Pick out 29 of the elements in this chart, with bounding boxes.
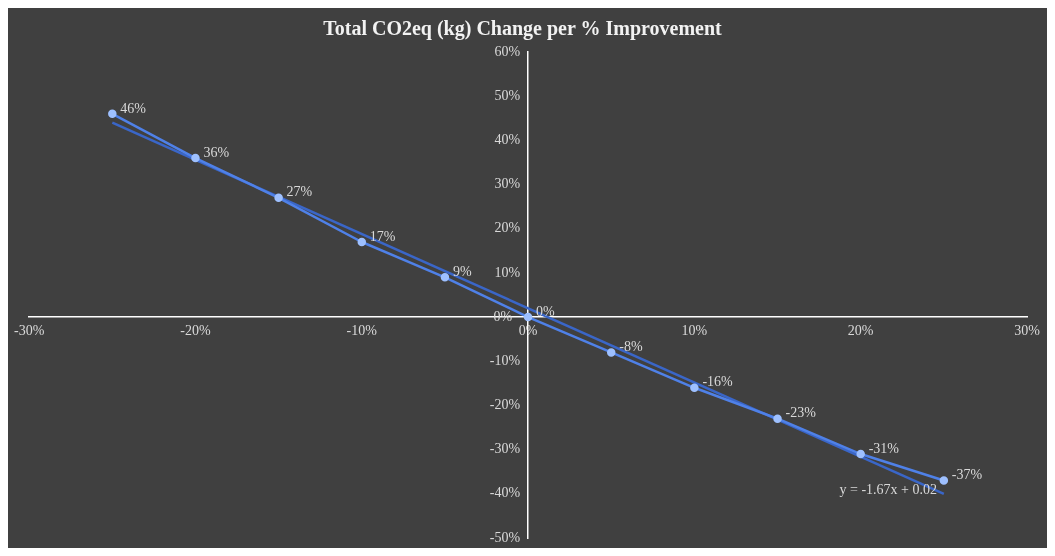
- y-tick-label: 40%: [494, 132, 521, 148]
- x-tick-label: -30%: [14, 323, 45, 339]
- data-label: 27%: [286, 184, 313, 200]
- data-label: 9%: [452, 264, 472, 279]
- y-tick-label: 60%: [494, 43, 521, 59]
- data-label: -8%: [619, 339, 643, 355]
- y-tick-label: -30%: [489, 441, 521, 457]
- y-tick-label: -10%: [489, 352, 521, 368]
- x-tick-label: 10%: [681, 323, 708, 339]
- y-tick-label: 10%: [494, 264, 521, 280]
- x-tick-label: 30%: [1014, 323, 1041, 339]
- data-label: 17%: [369, 228, 396, 244]
- y-tick-label: 20%: [494, 220, 521, 236]
- data-label: -23%: [785, 405, 817, 421]
- data-label: 46%: [120, 100, 147, 116]
- data-label: -37%: [951, 467, 983, 483]
- y-tick-label: 30%: [494, 176, 521, 192]
- annotation: y = -1.67x + 0.02: [839, 481, 937, 497]
- y-tick-label: -20%: [489, 397, 521, 413]
- y-tick-label: -50%: [489, 529, 521, 545]
- data-label: -16%: [702, 374, 734, 390]
- y-tick-label: -40%: [489, 485, 521, 501]
- x-tick-label: -20%: [180, 323, 211, 339]
- data-label: -31%: [868, 440, 900, 456]
- data-label: 36%: [203, 144, 230, 160]
- y-tick-label: 50%: [494, 87, 521, 103]
- chart-title: Total CO2eq (kg) Change per % Improvement: [323, 17, 723, 41]
- x-tick-label: 20%: [847, 323, 874, 339]
- x-tick-label: -10%: [346, 323, 378, 339]
